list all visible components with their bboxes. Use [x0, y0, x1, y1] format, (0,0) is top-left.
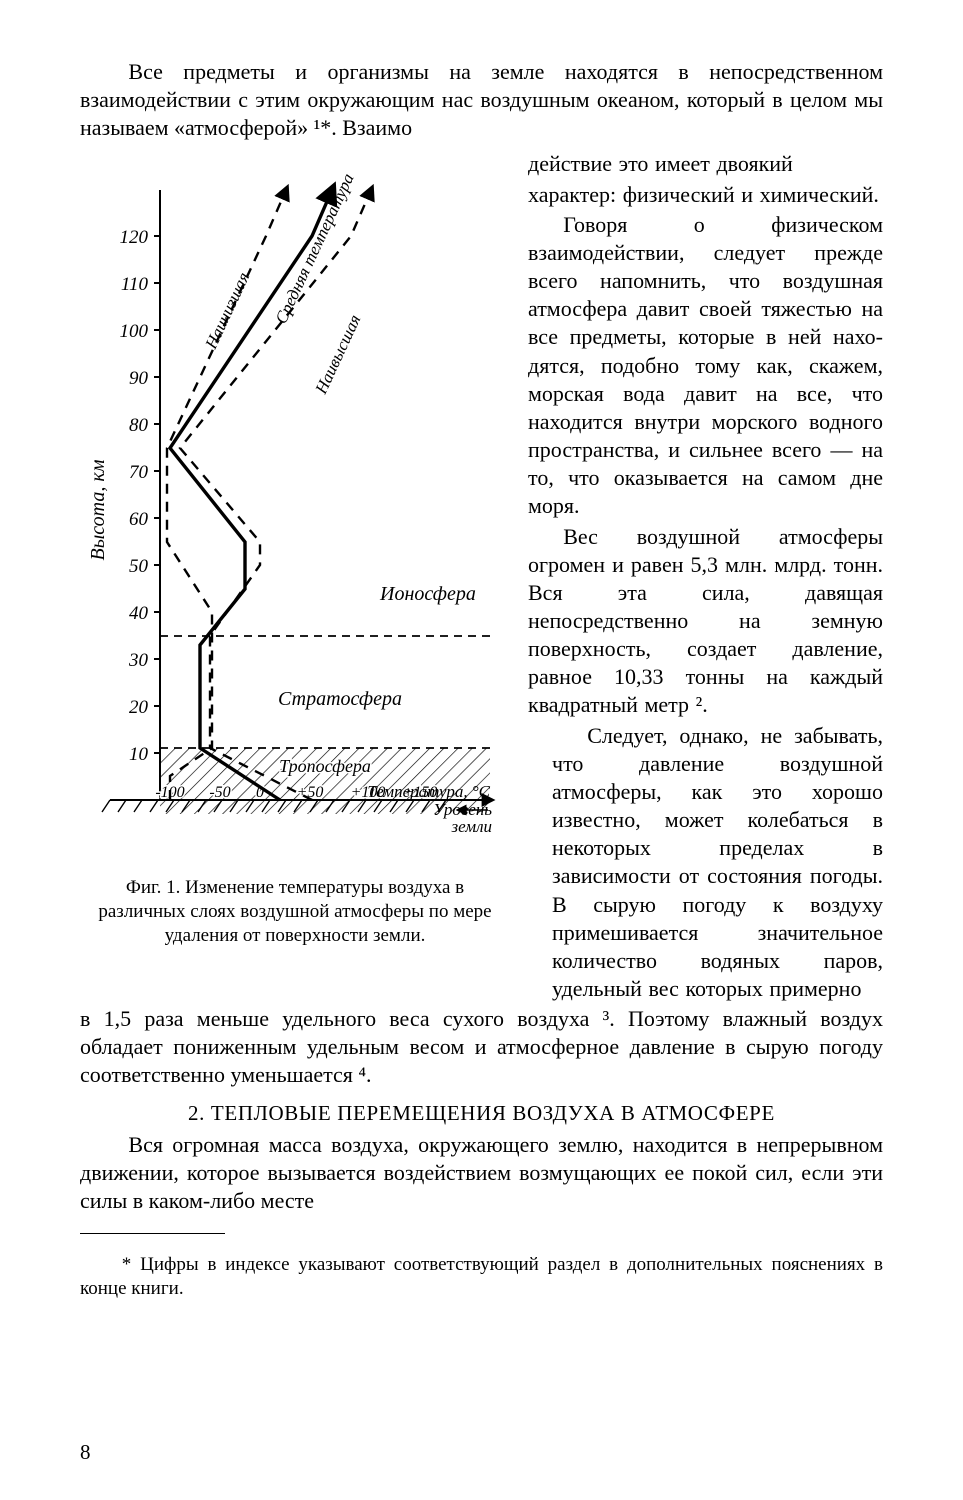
svg-text:20: 20	[129, 697, 149, 718]
section-paragraph: Вся огромная масса воздуха, окружающего …	[80, 1131, 883, 1215]
figure-column: 10 20 30 40 50 60 70 80 90 100 110 120 -…	[80, 150, 510, 947]
svg-text:70: 70	[129, 462, 149, 483]
rcol-p1b: характер: физический и хи­мический.	[528, 181, 883, 209]
rcol-p4: Следует, однако, не забывать, что давлен…	[528, 722, 883, 1004]
svg-text:100: 100	[120, 321, 149, 342]
svg-text:60: 60	[129, 509, 149, 530]
svg-text:50: 50	[129, 556, 149, 577]
y-ticks: 10 20 30 40 50 60 70 80 90 100 110 120	[120, 227, 161, 765]
label-high: Наивысшая	[311, 312, 365, 398]
page: Все предметы и организмы на земле находя…	[0, 0, 963, 1500]
continuation-paragraph: в 1,5 раза меньше удельного веса сухого …	[80, 1005, 883, 1089]
svg-text:90: 90	[129, 368, 149, 389]
page-number: 8	[80, 1439, 91, 1466]
figure-text-row: 10 20 30 40 50 60 70 80 90 100 110 120 -…	[80, 150, 883, 1005]
right-text-column: действие это имеет двоякий характер: физ…	[528, 150, 883, 1005]
ground-level-b: земли	[450, 817, 492, 836]
section-title: 2. ТЕПЛОВЫЕ ПЕРЕМЕЩЕНИЯ ВОЗДУХА В АТМОСФ…	[80, 1100, 883, 1127]
curve-low	[167, 190, 286, 800]
label-low: Наинизшая	[201, 270, 253, 353]
svg-text:-50: -50	[209, 784, 230, 801]
label-ionosphere: Ионосфера	[379, 583, 476, 605]
footnote: * Цифры в индексе указывают соответствую…	[80, 1253, 883, 1302]
label-stratosphere: Стратосфера	[278, 688, 402, 710]
svg-text:120: 120	[120, 227, 149, 248]
intro-paragraph: Все предметы и организмы на земле находя…	[80, 58, 883, 142]
y-axis-label: Высота, км	[87, 460, 109, 561]
rcol-p3: Вес воздушной атмосфе­ры огромен и равен…	[528, 523, 883, 720]
svg-text:40: 40	[129, 603, 149, 624]
svg-text:110: 110	[121, 274, 149, 295]
figure-chart: 10 20 30 40 50 60 70 80 90 100 110 120 -…	[80, 150, 510, 870]
x-axis-label: Температура, °С	[367, 782, 490, 801]
footnote-rule	[80, 1233, 225, 1234]
svg-text:30: 30	[128, 650, 149, 671]
rcol-p1a: действие это имеет двоякий	[528, 150, 883, 178]
svg-text:10: 10	[129, 744, 149, 765]
rcol-p2: Говоря о физическом взаимодействии, след…	[528, 211, 883, 521]
svg-text:80: 80	[129, 415, 149, 436]
label-troposphere: Тропосфера	[279, 756, 371, 776]
figure-caption: Фиг. 1. Изменение температуры воздуха в …	[80, 870, 510, 947]
